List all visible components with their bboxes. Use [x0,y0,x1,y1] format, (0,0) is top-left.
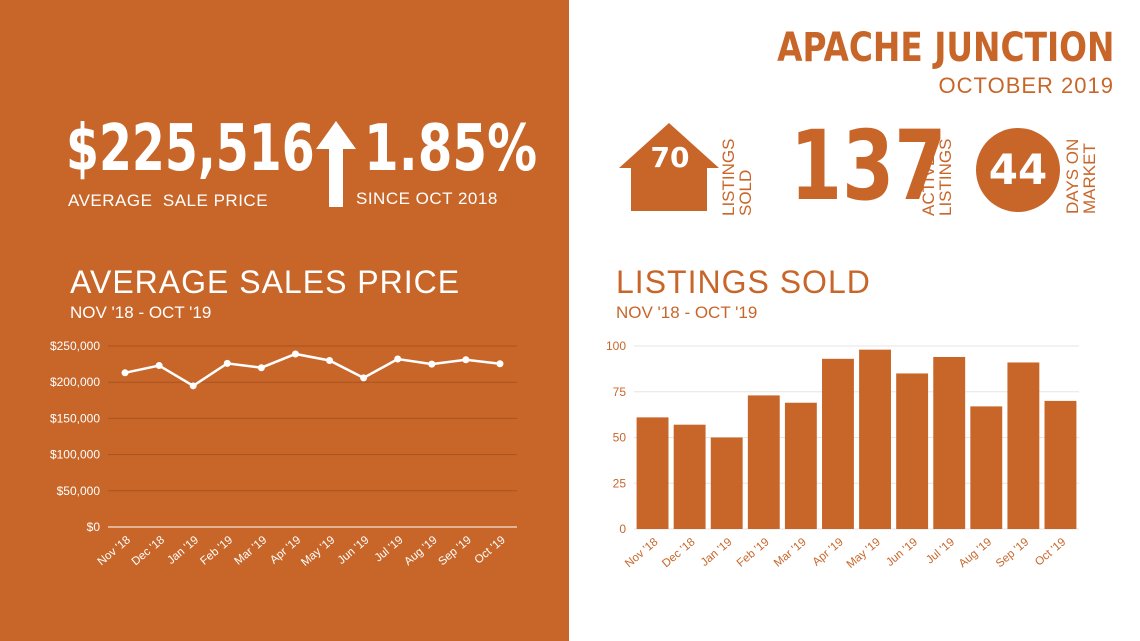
line-chart-x-tick-label: Jun '19 [336,534,372,567]
bar-chart-bar [784,402,817,529]
right-panel [569,0,1140,641]
bar-chart-bar [710,437,743,529]
bar-chart-subtitle: NOV '18 - OCT '19 [616,303,758,322]
bar-chart-x-tick-label: Dec '18 [660,536,697,570]
line-chart-y-tick-label: $50,000 [57,484,101,498]
line-chart-y-tick-label: $200,000 [50,375,100,389]
left-panel [0,0,569,641]
bar-chart-bar [636,417,669,529]
line-chart-y-tick-label: $100,000 [50,448,100,462]
line-chart-x-tick-label: Jan '19 [165,534,201,567]
bar-chart-bar [970,406,1003,529]
change-percent-label: SINCE OCT 2018 [356,189,498,208]
line-chart-x-tick-label: Sep '19 [436,534,473,568]
line-chart-point [257,364,265,372]
bar-chart-x-tick-label: Feb '19 [735,536,772,570]
bar-chart-y-tick-label: 25 [613,476,627,490]
line-chart-series-line [124,352,501,388]
bar-chart-bar [896,373,929,529]
active-listings-label: ACTIVE LISTINGS [919,138,955,216]
listings-sold-label-line1: LISTINGS [719,138,738,216]
line-chart-point [223,359,231,367]
line-chart-subtitle: NOV '18 - OCT '19 [70,303,212,322]
line-chart-x-tick-label: Feb '19 [198,534,235,568]
line-chart-point [155,362,163,370]
bar-chart-bar [822,358,854,529]
line-chart-point [394,355,402,363]
line-chart-x-tick-label: Dec '18 [130,534,167,568]
bar-chart-x-tick-label: Jun '19 [884,536,920,569]
line-chart-x-tick-label: Mar '19 [232,534,269,568]
bar-chart-y-tick-label: 0 [619,522,626,536]
arrow-up-icon [316,121,356,207]
line-chart-point [121,369,129,377]
active-listings-label-line1: ACTIVE [919,154,938,216]
bar-chart-bar [673,424,706,529]
bar-chart-bar [747,395,780,529]
period-subtitle: OCTOBER 2019 [938,73,1114,98]
bar-chart-x-tick-label: Mar '19 [772,536,809,570]
line-chart-x-tick-label: Aug '19 [402,534,439,568]
days-on-market-label-line2: MARKET [1080,143,1099,214]
line-chart-y-tick-label: $150,000 [50,411,100,425]
line-chart-y-tick-label: $250,000 [50,339,100,353]
line-chart-point [360,374,368,382]
listings-sold-label-line2: SOLD [736,169,755,216]
bar-chart-x-tick-label: Jan '19 [699,536,735,569]
bar-chart-x-tick-label: Apr '19 [811,536,846,568]
bar-chart-title: LISTINGS SOLD [616,264,871,300]
days-on-market-label: DAYS ON MARKET [1063,138,1099,214]
bar-chart-y-tick-label: 50 [613,431,627,445]
active-listings-label-line2: LISTINGS [936,138,955,216]
line-chart-x-tick-label: Nov '18 [96,534,133,568]
line-chart-point [326,356,334,364]
bar-chart-x-tick-label: Jul '19 [924,536,957,566]
line-chart-x-tick-label: May '19 [299,534,337,569]
bar-chart-x-tick-label: Sep '19 [994,536,1031,570]
bar-chart-bar [1007,362,1040,529]
change-percent-value: 1.85% [364,112,538,186]
listings-sold-value: 70 [650,141,690,174]
city-title: APACHE JUNCTION [776,25,1114,71]
line-chart-point [428,360,436,368]
bar-chart-x-tick-label: Oct '19 [1033,536,1068,568]
line-chart-point [496,360,504,368]
line-chart-x-tick-label: Oct '19 [473,534,508,566]
average-price-value: $225,516 [66,112,315,186]
line-chart-x-tick-label: Apr '19 [268,534,303,566]
line-chart-point [462,356,470,364]
days-on-market-label-line1: DAYS ON [1063,138,1082,214]
bar-chart-bar [933,356,966,529]
bar-chart-y-tick-label: 100 [606,339,626,353]
bar-chart-x-tick-label: Nov '18 [623,536,660,570]
line-chart-y-tick-label: $0 [87,520,101,534]
line-chart-point [291,350,299,358]
bar-chart-bar [1044,400,1077,529]
line-chart-point [189,382,197,390]
average-price-label: AVERAGE SALE PRICE [68,191,269,210]
house-icon [619,123,719,211]
bar-chart-bar [859,349,891,529]
bar-chart-x-tick-label: Aug '19 [957,536,994,570]
active-listings-value: 137 [790,110,947,222]
line-chart: $0 $50,000 $100,000 $150,000 $200,000 $250,00… [50,339,517,569]
circle-badge-icon [976,128,1060,212]
bar-chart-x-tick-label: May '19 [845,536,883,571]
line-chart-x-tick-label: Jul '19 [373,534,406,564]
bar-chart-y-tick-label: 75 [613,385,627,399]
days-on-market-value: 44 [988,145,1048,194]
listings-sold-label: LISTINGS SOLD [719,138,755,216]
line-chart-title: AVERAGE SALES PRICE [70,264,461,300]
